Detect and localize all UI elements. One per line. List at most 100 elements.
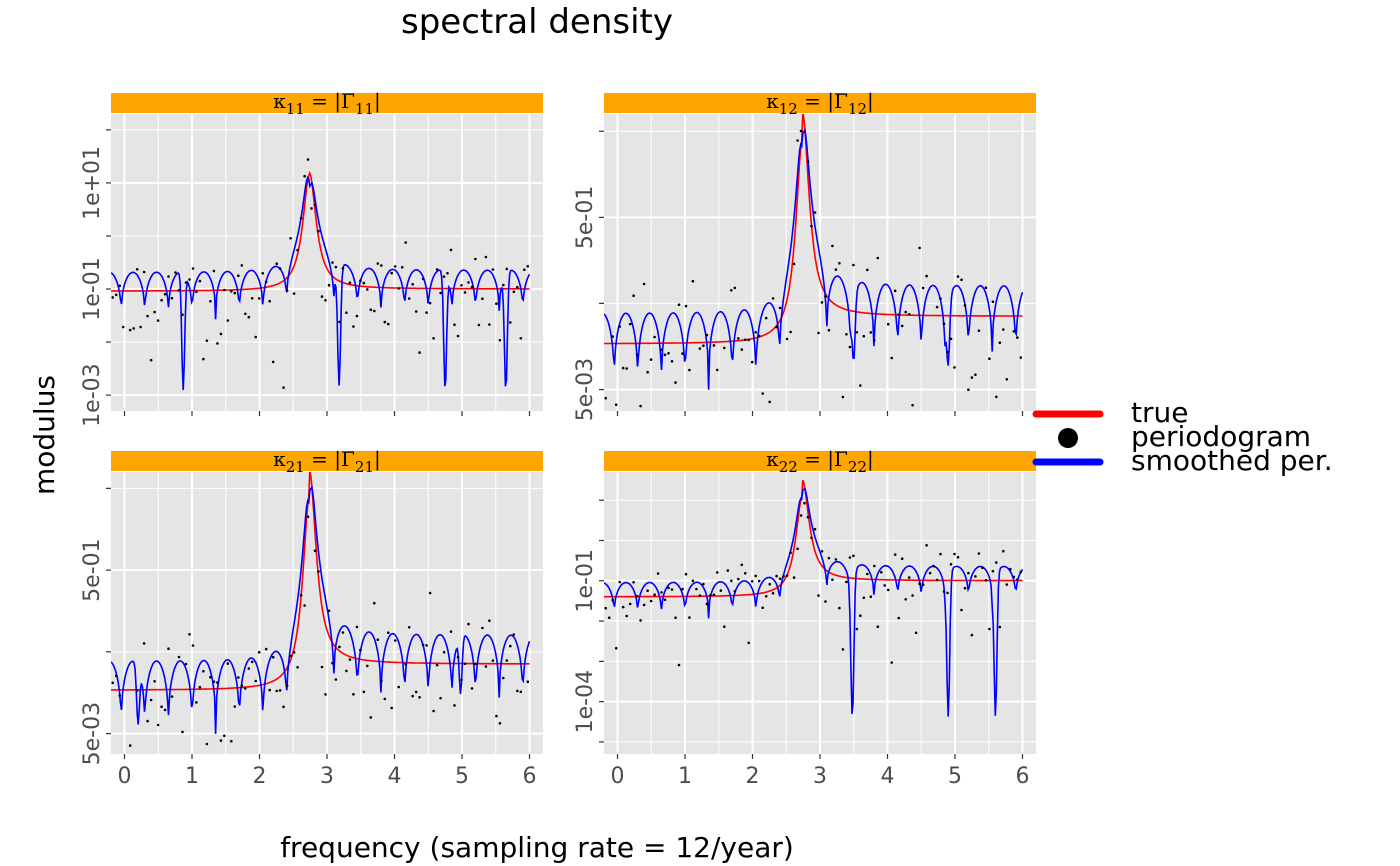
periodogram-point <box>387 322 390 326</box>
x-tick-label: 6 <box>1016 764 1030 789</box>
periodogram-point <box>334 678 338 681</box>
periodogram-point <box>817 331 820 335</box>
periodogram-point <box>149 358 153 362</box>
periodogram-point <box>970 376 974 379</box>
x-axis-title: frequency (sampling rate = 12/year) <box>280 831 794 864</box>
periodogram-point <box>935 578 939 582</box>
periodogram-point <box>142 270 146 274</box>
periodogram-point <box>618 325 621 328</box>
periodogram-point <box>435 268 439 271</box>
periodogram-point <box>897 616 900 620</box>
periodogram-point <box>747 641 750 645</box>
periodogram-point <box>432 709 435 713</box>
periodogram-point <box>712 344 716 347</box>
smoothed-periodogram-line <box>604 128 1024 390</box>
periodogram-point <box>778 577 782 580</box>
periodogram-point <box>418 351 421 354</box>
strip-kappa: κ <box>766 447 779 471</box>
periodogram-point <box>761 392 764 395</box>
periodogram-point <box>712 593 716 597</box>
periodogram-point <box>202 357 205 361</box>
periodogram-point <box>963 304 967 307</box>
periodogram-point <box>900 557 904 560</box>
legend-label: true <box>1131 396 1188 429</box>
periodogram-point <box>810 536 813 540</box>
periodogram-point <box>512 633 516 636</box>
periodogram-point <box>362 690 366 694</box>
periodogram-point <box>170 296 174 300</box>
periodogram-point <box>212 680 216 683</box>
periodogram-point <box>820 301 824 304</box>
periodogram-point <box>963 586 967 590</box>
strip-equals: = |Γ <box>798 89 848 114</box>
periodogram-point <box>967 571 970 575</box>
strip-gamma-subscript: 22 <box>848 458 867 476</box>
periodogram-point <box>855 331 859 334</box>
periodogram-point <box>111 296 114 299</box>
periodogram-point <box>495 302 498 306</box>
periodogram-point <box>407 626 411 629</box>
periodogram-point <box>516 285 519 289</box>
periodogram-point <box>796 139 799 142</box>
periodogram-point <box>352 693 355 696</box>
periodogram-point <box>628 602 632 606</box>
periodogram-point <box>477 323 481 327</box>
periodogram-point <box>883 584 886 587</box>
periodogram-point <box>205 339 209 343</box>
periodogram-point <box>716 571 719 574</box>
periodogram-point <box>967 388 970 392</box>
periodogram-point <box>726 569 730 572</box>
periodogram-point <box>723 625 726 628</box>
periodogram-point <box>509 644 512 648</box>
periodogram-point <box>397 685 401 689</box>
periodogram-point <box>799 129 803 133</box>
periodogram-point <box>393 265 397 268</box>
periodogram-point <box>230 290 233 293</box>
periodogram-point <box>118 284 121 288</box>
periodogram-point <box>376 638 380 641</box>
periodogram-point <box>390 706 394 710</box>
periodogram-point <box>813 527 817 531</box>
periodogram-point <box>439 291 442 295</box>
periodogram-point <box>467 281 470 284</box>
periodogram-point <box>611 598 614 602</box>
periodogram-point <box>855 627 859 631</box>
periodogram-point <box>456 655 460 659</box>
periodogram-point <box>463 291 467 294</box>
facet-strip-label: κ21 = |Γ21| <box>273 447 381 476</box>
periodogram-point <box>156 723 160 727</box>
periodogram-point <box>324 693 327 696</box>
periodogram-point <box>310 207 313 210</box>
periodogram-point <box>702 344 705 348</box>
periodogram-point <box>467 622 470 626</box>
strip-kappa-subscript: 21 <box>286 458 305 476</box>
periodogram-point <box>237 274 240 278</box>
periodogram-point <box>132 327 135 330</box>
periodogram-point <box>414 310 418 313</box>
periodogram-point <box>362 281 366 285</box>
periodogram-point <box>334 265 338 269</box>
periodogram-point <box>366 288 369 291</box>
periodogram-point <box>481 626 484 630</box>
periodogram-point <box>691 279 695 283</box>
periodogram-point <box>345 311 348 315</box>
periodogram-point <box>607 616 611 619</box>
periodogram-point <box>939 297 942 301</box>
periodogram-point <box>219 332 223 336</box>
periodogram-point <box>516 689 519 693</box>
y-tick-label: 5e-01 <box>80 538 105 601</box>
periodogram-point <box>907 576 911 579</box>
y-tick-label: 5e-01 <box>573 186 598 249</box>
periodogram-point <box>799 514 803 517</box>
periodogram-point <box>743 338 747 342</box>
periodogram-point <box>893 553 897 556</box>
periodogram-point <box>733 590 737 593</box>
periodogram-point <box>425 644 428 647</box>
periodogram-point <box>984 579 988 582</box>
periodogram-point <box>642 282 646 286</box>
periodogram-point <box>156 319 160 322</box>
strip-equals: = |Γ <box>305 89 355 114</box>
periodogram-point <box>820 550 824 553</box>
periodogram-point <box>278 689 282 692</box>
